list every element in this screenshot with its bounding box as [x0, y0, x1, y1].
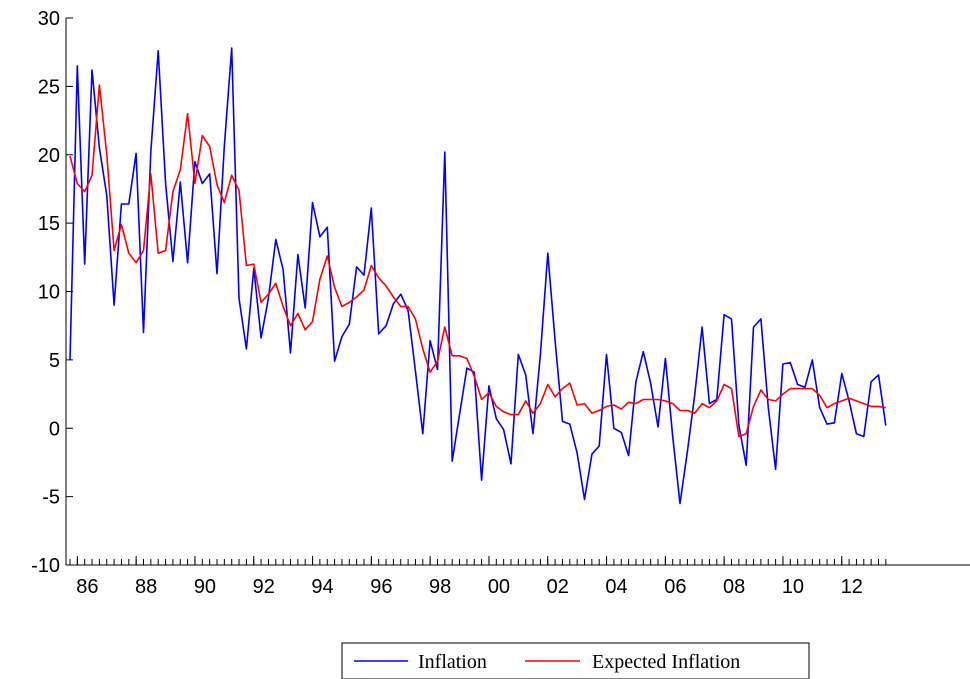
series-line-inflation: [69, 47, 887, 505]
x-tick-label: 00: [488, 576, 510, 598]
x-tick-label: 04: [605, 576, 627, 598]
y-tick-label: 10: [38, 282, 60, 304]
legend-label-inflation: Inflation: [418, 651, 487, 673]
legend-label-expected-inflation: Expected Inflation: [592, 651, 740, 673]
x-tick-label: 96: [370, 576, 392, 598]
x-tick-label: 10: [782, 576, 804, 598]
y-tick-label: -10: [31, 555, 60, 577]
y-tick-label: 25: [38, 76, 60, 98]
x-tick-label: 08: [723, 576, 745, 598]
x-tick-label: 92: [253, 576, 275, 598]
series-line-expected-inflation: [69, 84, 886, 438]
y-tick-label: -5: [42, 487, 60, 509]
x-tick-label: 88: [135, 576, 157, 598]
legend: Inflation Expected Inflation: [341, 642, 810, 679]
x-tick-label: 06: [664, 576, 686, 598]
x-tick-label: 86: [76, 576, 98, 598]
x-tick-label: 94: [311, 576, 333, 598]
y-tick-label: 30: [38, 8, 60, 30]
x-tick-label: 02: [547, 576, 569, 598]
y-ticks: -10 -5 0 5 10 15 20 25 30: [31, 8, 73, 577]
series-layer: [69, 47, 887, 505]
x-tick-label: 98: [429, 576, 451, 598]
y-tick-label: 5: [49, 350, 60, 372]
x-ticks: 86 88 90 92 94 96 98 00 02 04 06 08 10 12: [69, 556, 887, 598]
plot-frame: [65, 18, 970, 566]
y-tick-label: 0: [49, 418, 60, 440]
x-tick-label: 90: [194, 576, 216, 598]
x-tick-label: 12: [841, 576, 863, 598]
y-tick-label: 20: [38, 145, 60, 167]
y-tick-label: 15: [38, 213, 60, 235]
